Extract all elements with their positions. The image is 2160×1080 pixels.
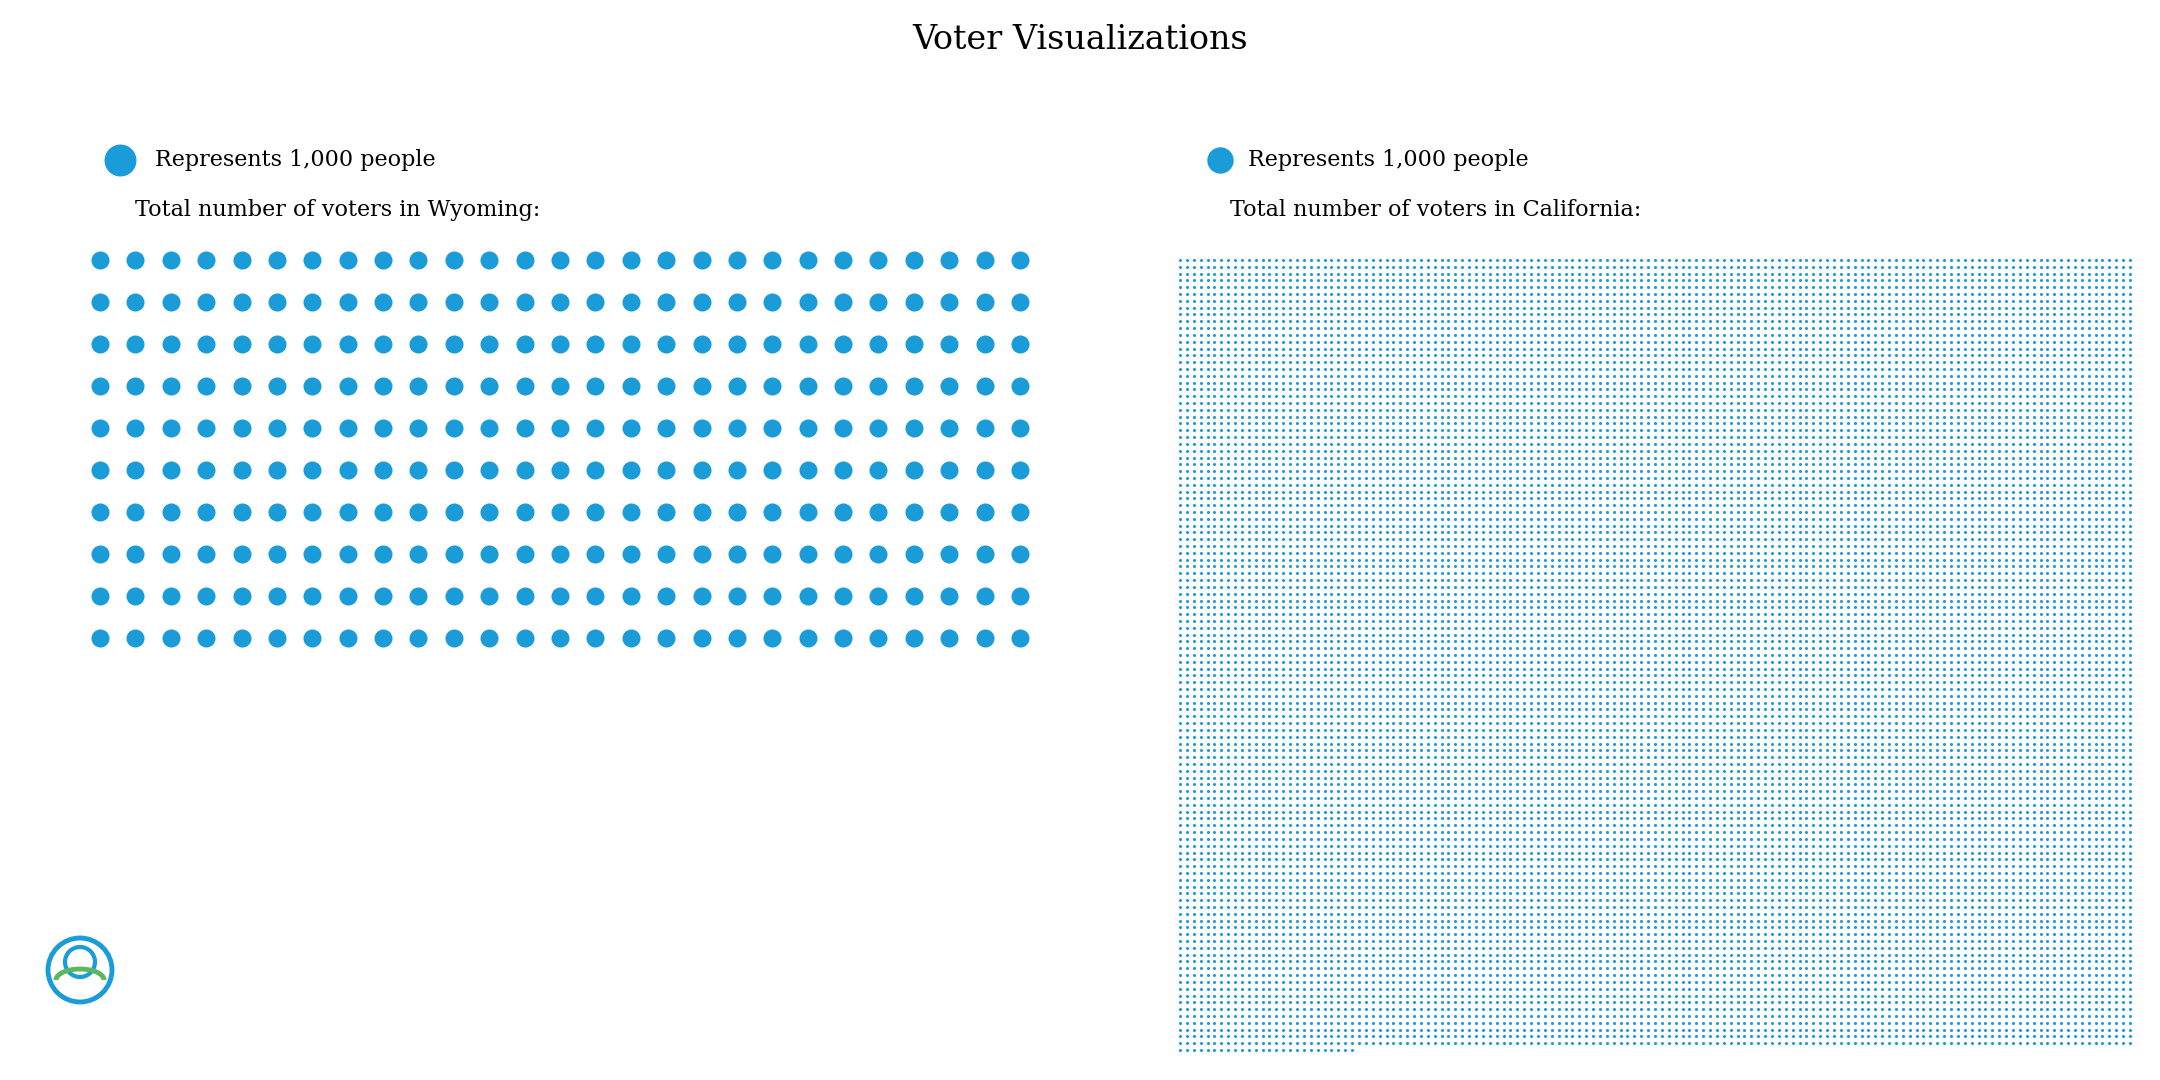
- Text: Total number of voters in California:: Total number of voters in California:: [1229, 199, 1642, 221]
- Text: Voter Visualizations: Voter Visualizations: [912, 24, 1248, 56]
- Text: Represents 1,000 people: Represents 1,000 people: [156, 149, 436, 171]
- Text: Total number of voters in Wyoming:: Total number of voters in Wyoming:: [134, 199, 540, 221]
- Text: Represents 1,000 people: Represents 1,000 people: [1248, 149, 1529, 171]
